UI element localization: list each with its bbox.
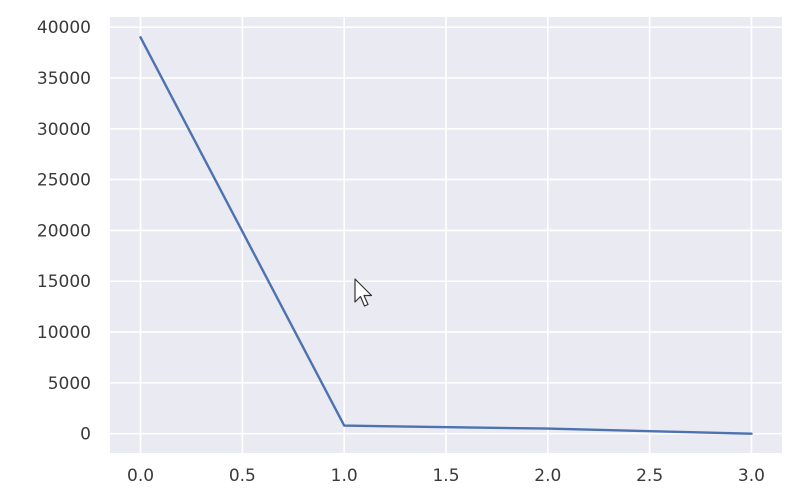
x-tick-label: 0.0 <box>127 466 154 486</box>
x-tick-label: 1.0 <box>331 466 358 486</box>
grid-lines <box>110 17 782 453</box>
y-tick-label: 15000 <box>37 272 91 292</box>
x-tick-label: 1.5 <box>432 466 459 486</box>
y-axis-ticks: 0 5000 10000 15000 20000 25000 30000 35000 40000 <box>37 18 91 445</box>
y-tick-label: 30000 <box>37 120 91 140</box>
y-tick-label: 10000 <box>37 323 91 343</box>
x-tick-label: 2.5 <box>636 466 663 486</box>
y-tick-label: 0 <box>80 425 91 445</box>
series-layer <box>139 36 753 435</box>
x-tick-label: 2.0 <box>534 466 561 486</box>
series-line <box>139 36 753 435</box>
y-tick-label: 35000 <box>37 69 91 89</box>
y-tick-label: 20000 <box>37 221 91 241</box>
y-tick-label: 25000 <box>37 171 91 191</box>
y-tick-label: 40000 <box>37 18 91 38</box>
x-axis-ticks: 0.0 0.5 1.0 1.5 2.0 2.5 3.0 <box>127 466 765 486</box>
y-tick-label: 5000 <box>48 374 91 394</box>
x-tick-label: 3.0 <box>738 466 765 486</box>
mouse-cursor-icon <box>354 278 376 308</box>
x-tick-label: 0.5 <box>229 466 256 486</box>
